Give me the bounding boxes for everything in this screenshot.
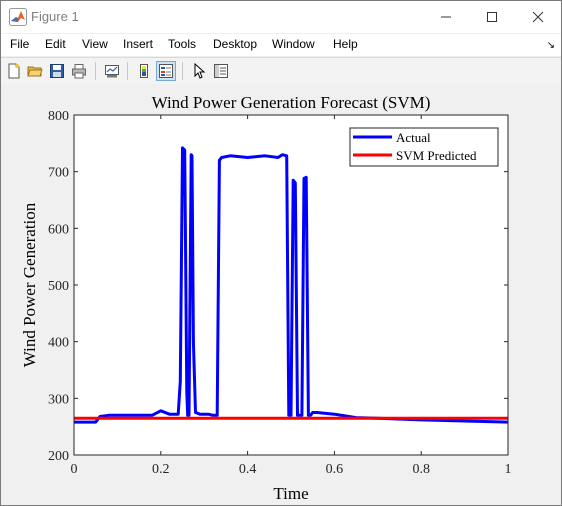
legend-icon — [159, 64, 173, 78]
menu-file[interactable]: File — [10, 37, 30, 51]
matlab-logo-icon — [9, 8, 27, 26]
legend-box — [349, 127, 499, 167]
y-tick-label: 600 — [48, 222, 69, 237]
colorbar-icon — [140, 64, 148, 78]
minimize-icon — [441, 16, 451, 18]
figure-canvas: 0 0.2 0.4 0.6 0.8 1 200 300 400 500 600 700 800 Wind… — [1, 84, 561, 505]
x-tick-label: 0 — [71, 462, 78, 477]
pointer-icon — [194, 63, 206, 79]
toolbar-separator — [95, 62, 96, 80]
x-tick-label: 0.2 — [152, 462, 170, 477]
y-tick-label: 800 — [48, 109, 69, 124]
menu-tools[interactable]: Tools — [168, 37, 197, 51]
close-button[interactable] — [515, 1, 561, 33]
menu-view[interactable]: View — [82, 37, 108, 51]
property-inspector-button[interactable] — [211, 61, 231, 81]
minimize-button[interactable] — [423, 1, 469, 33]
property-inspector-icon — [214, 64, 228, 78]
insert-legend-button[interactable] — [156, 61, 176, 81]
new-figure-icon — [8, 63, 20, 79]
chart-title: Wind Power Generation Forecast (SVM) — [152, 93, 431, 112]
series-line-actual — [74, 146, 509, 424]
insert-colorbar-button[interactable] — [134, 61, 154, 81]
link-plot-button[interactable] — [102, 61, 122, 81]
save-button[interactable] — [47, 61, 67, 81]
open-file-icon — [27, 66, 43, 77]
close-icon — [532, 11, 544, 23]
y-tick-label: 500 — [48, 279, 69, 294]
x-tick-label: 0.6 — [326, 462, 344, 477]
print-button[interactable] — [69, 61, 89, 81]
y-tick-label: 700 — [48, 166, 69, 181]
toolbar-separator — [182, 62, 183, 80]
menu-insert[interactable]: Insert — [123, 37, 154, 51]
legend[interactable]: Actual SVM Predicted — [349, 127, 499, 167]
x-axis-label: Time — [273, 484, 308, 503]
x-tick-label: 1 — [505, 462, 512, 477]
link-plot-icon — [105, 65, 119, 78]
dock-arrow-icon[interactable]: ↘ — [546, 40, 555, 51]
save-icon — [50, 64, 64, 78]
forecast-chart[interactable]: 0 0.2 0.4 0.6 0.8 1 200 300 400 500 600 700 800 Wind… — [1, 84, 561, 505]
toolbar-separator — [127, 62, 128, 80]
menu-window[interactable]: Window — [272, 37, 315, 51]
ticks-layer: 0 0.2 0.4 0.6 0.8 1 200 300 400 500 600 700 800 — [48, 109, 512, 477]
maximize-button[interactable] — [469, 1, 515, 33]
y-tick-label: 400 — [48, 336, 69, 351]
y-tick-label: 200 — [48, 449, 69, 464]
menu-desktop[interactable]: Desktop — [213, 37, 258, 51]
x-tick-label: 0.8 — [412, 462, 430, 477]
edit-plot-button[interactable] — [189, 61, 209, 81]
x-tick-label: 0.4 — [239, 462, 257, 477]
window-title: Figure 1 — [31, 9, 79, 24]
legend-label-actual: Actual — [396, 130, 431, 145]
menu-edit[interactable]: Edit — [45, 37, 66, 51]
maximize-icon — [487, 12, 497, 22]
figure-toolbar — [1, 57, 561, 85]
series-layer — [74, 146, 509, 424]
y-tick-label: 300 — [48, 392, 69, 407]
open-file-button[interactable] — [25, 61, 45, 81]
menu-bar: File Edit View Insert Tools Desktop Wind… — [1, 34, 561, 56]
legend-label-svm-predicted: SVM Predicted — [396, 148, 477, 163]
new-figure-button[interactable] — [4, 61, 24, 81]
menu-help[interactable]: Help — [333, 37, 358, 51]
y-axis-label: Wind Power Generation — [20, 202, 39, 367]
title-bar[interactable]: Figure 1 — [1, 1, 561, 33]
print-icon — [72, 64, 86, 79]
